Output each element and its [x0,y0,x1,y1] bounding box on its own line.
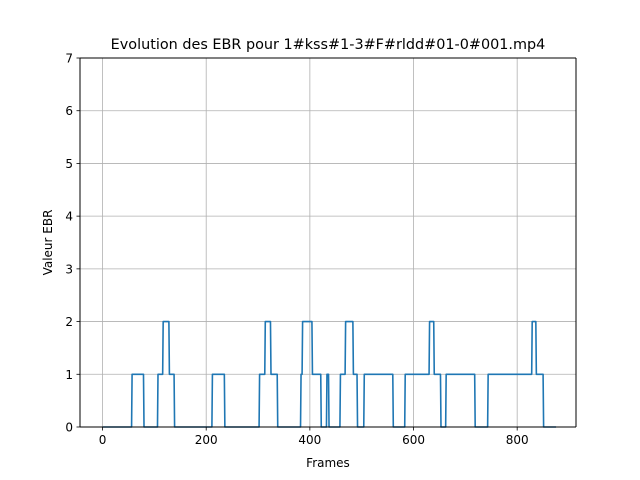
y-tick-label: 0 [65,421,73,435]
y-tick-label: 3 [65,262,73,276]
x-tick-label: 200 [195,433,218,447]
y-tick-label: 7 [65,52,73,66]
x-axis-label: Frames [306,456,350,470]
y-tick-label: 4 [65,210,73,224]
y-axis-label: Valeur EBR [41,210,55,276]
series-line [102,320,557,428]
y-tick-label: 5 [65,157,73,171]
x-tick-label: 400 [298,433,321,447]
chart-title: Evolution des EBR pour 1#kss#1-3#F#rldd#… [111,37,546,53]
y-tick-label: 1 [65,368,73,382]
y-tick-label: 2 [65,315,73,329]
series-layer [102,320,557,428]
x-tick-label: 800 [506,433,529,447]
y-tick-label: 6 [65,104,73,118]
plot-area [80,58,576,427]
axis-ticks: 0 200 400 600 800 0 1 2 3 4 5 6 7 [65,52,528,448]
plot-frame [79,57,577,428]
x-tick-label: 600 [402,433,425,447]
x-tick-label: 0 [99,433,107,447]
